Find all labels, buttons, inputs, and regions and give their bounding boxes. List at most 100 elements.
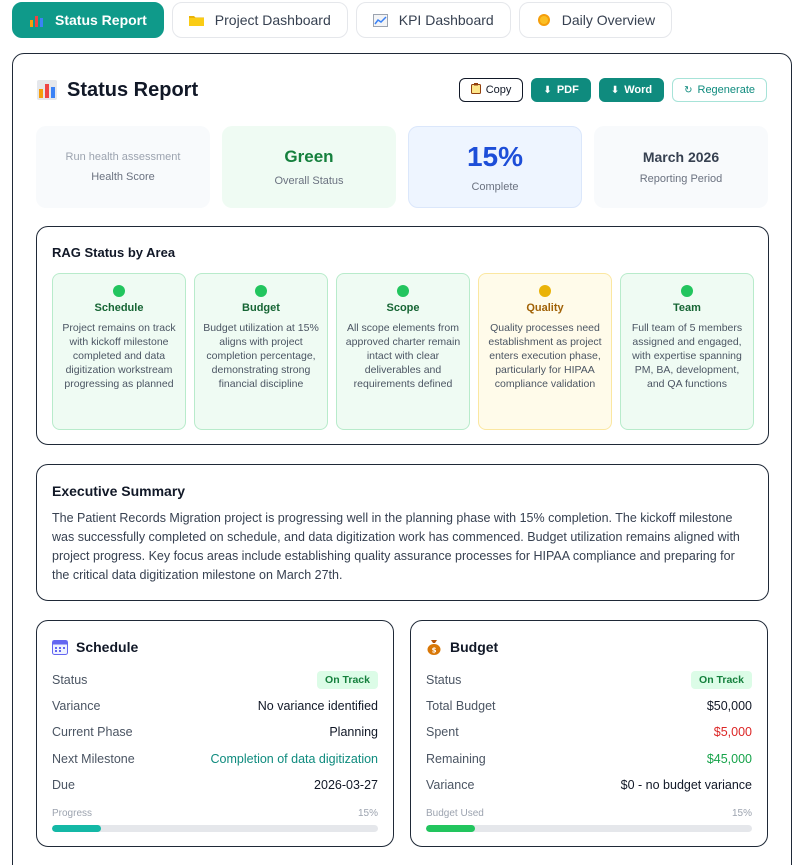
budget-variance-row: Variance $0 - no budget variance xyxy=(426,772,752,798)
schedule-title-text: Schedule xyxy=(76,639,139,655)
status-dot-icon xyxy=(397,285,409,297)
refresh-icon: ↻ xyxy=(684,84,693,96)
money-bag-icon: $ xyxy=(426,639,442,655)
tab-label: Project Dashboard xyxy=(214,12,331,28)
rag-title: RAG Status by Area xyxy=(52,245,176,260)
schedule-status-row: Status On Track xyxy=(52,667,378,693)
tab-label: Status Report xyxy=(55,12,147,28)
regenerate-label: Regenerate xyxy=(697,84,756,96)
budget-spent-row: Spent $5,000 xyxy=(426,719,752,745)
row-label: Spent xyxy=(426,725,459,740)
row-value: $0 - no budget variance xyxy=(620,777,752,792)
status-report-panel: Status Report Copy ⬇ PDF ⬇ Word ↻ Regene… xyxy=(12,53,792,865)
summary-text: The Patient Records Migration project is… xyxy=(52,511,740,582)
reporting-period-card: March 2026 Reporting Period xyxy=(594,126,768,208)
tab-bar: Status Report Project Dashboard KPI Dash… xyxy=(12,2,673,38)
clipboard-icon xyxy=(470,83,481,97)
executive-summary: Executive Summary The Patient Records Mi… xyxy=(36,464,769,601)
budget-used-percent: 15% xyxy=(731,807,752,819)
health-score-card[interactable]: Run health assessment Health Score xyxy=(36,126,210,208)
tab-kpi-dashboard[interactable]: KPI Dashboard xyxy=(355,2,511,38)
progress-bar xyxy=(52,824,378,832)
report-header: Status Report Copy ⬇ PDF ⬇ Word ↻ Regene… xyxy=(37,76,767,104)
overall-status-value: Green xyxy=(284,147,334,166)
budget-used-bar-fill xyxy=(426,824,475,832)
health-score-label: Health Score xyxy=(91,171,155,183)
summary-title: Executive Summary xyxy=(52,483,186,499)
rag-label: Schedule xyxy=(94,302,144,314)
schedule-phase-row: Current Phase Planning xyxy=(52,719,378,745)
next-milestone-value: Completion of data digitization xyxy=(210,751,378,766)
rag-description: Budget utilization at 15% aligns with pr… xyxy=(203,322,319,390)
row-label: Status xyxy=(52,673,88,688)
copy-label: Copy xyxy=(485,84,512,96)
copy-button[interactable]: Copy xyxy=(458,78,524,102)
overall-status-label: Overall Status xyxy=(274,175,344,187)
page-title: Status Report xyxy=(37,79,198,102)
page-title-text: Status Report xyxy=(67,78,199,101)
budget-used-bar xyxy=(426,824,752,832)
row-value: No variance identified xyxy=(257,699,378,714)
reporting-period-value: March 2026 xyxy=(642,149,720,165)
word-button[interactable]: ⬇ Word xyxy=(598,78,665,102)
rag-grid: Schedule Project remains on track with k… xyxy=(52,273,754,430)
bar-chart-icon xyxy=(29,13,45,27)
reporting-period-label: Reporting Period xyxy=(639,173,723,185)
completion-label: Complete xyxy=(471,181,519,193)
status-badge: On Track xyxy=(691,671,752,690)
rag-label: Budget xyxy=(242,302,280,314)
completion-card: 15% Complete xyxy=(408,126,582,208)
rag-description: All scope elements from approved charter… xyxy=(345,322,461,390)
report-actions: Copy ⬇ PDF ⬇ Word ↻ Regenerate xyxy=(458,78,767,102)
row-value: 2026-03-27 xyxy=(314,777,378,792)
row-label: Variance xyxy=(426,777,475,792)
status-dot-icon xyxy=(113,285,125,297)
rag-status-section: RAG Status by Area Schedule Project rema… xyxy=(36,226,769,445)
spent-value: $5,000 xyxy=(713,725,752,740)
status-dot-icon xyxy=(539,285,551,297)
rag-label: Quality xyxy=(526,302,564,314)
rag-item-budget: Budget Budget utilization at 15% aligns … xyxy=(194,273,328,430)
budget-title: $ Budget xyxy=(426,637,752,657)
bar-chart-icon xyxy=(37,80,57,100)
budget-status-row: Status On Track xyxy=(426,667,752,693)
budget-total-row: Total Budget $50,000 xyxy=(426,693,752,719)
tab-label: Daily Overview xyxy=(561,12,656,28)
budget-remaining-row: Remaining $45,000 xyxy=(426,746,752,772)
row-label: Total Budget xyxy=(426,699,496,714)
budget-used-label: Budget Used xyxy=(426,807,484,819)
tab-label: KPI Dashboard xyxy=(398,12,494,28)
regenerate-button[interactable]: ↻ Regenerate xyxy=(672,78,767,102)
pdf-button[interactable]: ⬇ PDF xyxy=(531,78,591,102)
status-dot-icon xyxy=(681,285,693,297)
row-label: Due xyxy=(52,777,75,792)
rag-label: Team xyxy=(673,302,701,314)
schedule-variance-row: Variance No variance identified xyxy=(52,693,378,719)
row-label: Current Phase xyxy=(52,725,133,740)
rag-label: Scope xyxy=(386,302,420,314)
rag-item-scope: Scope All scope elements from approved c… xyxy=(336,273,470,430)
svg-text:$: $ xyxy=(432,647,437,655)
tab-status-report[interactable]: Status Report xyxy=(12,2,164,38)
remaining-value: $45,000 xyxy=(706,751,752,766)
calendar-icon xyxy=(52,639,68,655)
tab-project-dashboard[interactable]: Project Dashboard xyxy=(171,2,348,38)
row-value: $50,000 xyxy=(706,699,752,714)
download-icon: ⬇ xyxy=(543,84,552,96)
folder-icon xyxy=(189,13,205,27)
row-label: Next Milestone xyxy=(52,751,135,766)
health-score-value: Run health assessment xyxy=(65,151,181,163)
schedule-milestone-row: Next Milestone Completion of data digiti… xyxy=(52,746,378,772)
progress-bar-fill xyxy=(52,824,101,832)
sun-icon xyxy=(536,13,552,27)
word-label: Word xyxy=(624,84,653,96)
schedule-due-row: Due 2026-03-27 xyxy=(52,772,378,798)
tab-daily-overview[interactable]: Daily Overview xyxy=(518,2,673,38)
stat-cards: Run health assessment Health Score Green… xyxy=(36,126,768,208)
budget-used-header: Budget Used 15% xyxy=(426,808,752,819)
pdf-label: PDF xyxy=(556,84,579,96)
row-value: Planning xyxy=(329,725,378,740)
row-label: Remaining xyxy=(426,751,486,766)
schedule-title: Schedule xyxy=(52,637,378,657)
rag-item-team: Team Full team of 5 members assigned and… xyxy=(620,273,754,430)
